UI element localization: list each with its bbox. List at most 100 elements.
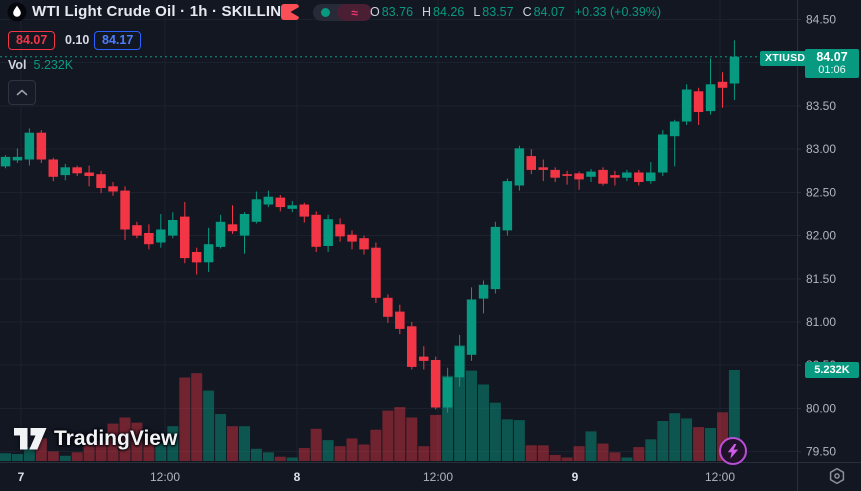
close-value: 84.07	[533, 5, 565, 19]
candle-body	[622, 172, 632, 178]
candle-body	[191, 252, 202, 263]
volume-bar	[693, 427, 705, 461]
candle-body	[538, 167, 548, 170]
volume-axis-badge: 5.232K	[805, 362, 859, 378]
time-axis[interactable]: 7 12:00 8 12:00 9 12:00	[18, 470, 736, 484]
volume-bar	[681, 418, 693, 461]
volume-bar	[59, 455, 71, 461]
volume-bar	[717, 412, 728, 461]
volume-bar	[83, 441, 95, 461]
volume-bar	[549, 454, 561, 461]
market-status-pill[interactable]: ≈	[313, 4, 372, 21]
lightning-bolt-icon	[727, 443, 739, 459]
candle-body	[84, 172, 94, 176]
volume-bar	[442, 375, 454, 461]
candle-body	[729, 56, 740, 84]
candle-body	[514, 148, 525, 186]
time-tick-label: 12:00	[423, 470, 453, 484]
volume-bar	[418, 446, 430, 461]
volume-bar	[167, 426, 179, 461]
volume-bar	[227, 426, 238, 461]
volume-bar	[250, 448, 262, 461]
volume-bar	[346, 438, 358, 461]
volume-layer	[0, 345, 740, 461]
volume-bar	[525, 445, 537, 461]
candle-body	[287, 205, 297, 209]
time-tick-label: 8	[294, 470, 301, 484]
last-price-value: 84.07	[816, 50, 848, 64]
volume-bar	[23, 447, 35, 461]
volume-bar	[513, 420, 525, 461]
candle-body	[610, 175, 620, 178]
time-tick-label: 12:00	[705, 470, 735, 484]
tradingview-attribution-link[interactable]: TradingView	[14, 427, 177, 451]
volume-bar	[119, 417, 131, 461]
volume-bar	[370, 429, 382, 461]
candle-body	[24, 132, 35, 160]
candle-body	[658, 134, 668, 173]
volume-bar	[274, 456, 286, 461]
volume-bar	[334, 446, 346, 461]
volume-bar	[143, 440, 155, 461]
candle-body	[407, 326, 417, 367]
volume-bar	[609, 452, 621, 461]
symbol-last-badge: XTIUSD	[760, 51, 811, 66]
volume-bar	[0, 453, 11, 461]
volume-bar	[489, 402, 501, 461]
volume-bar	[191, 373, 203, 461]
candle-body	[646, 172, 656, 182]
price-tick-label: 82.50	[806, 185, 836, 199]
buy-ask-button[interactable]: 84.17	[94, 31, 142, 50]
time-tick-label: 12:00	[150, 470, 180, 484]
low-value: 83.57	[482, 5, 514, 19]
candle-body	[490, 226, 501, 290]
grid-layer	[0, 0, 797, 462]
sell-bid-button[interactable]: 84.07	[8, 31, 56, 50]
candle-body	[442, 377, 453, 408]
time-tick-label: 9	[572, 470, 579, 484]
boost-button[interactable]	[719, 437, 747, 465]
candle-body	[239, 214, 250, 236]
candle-body	[120, 190, 130, 230]
collapse-legend-button[interactable]	[8, 80, 36, 105]
volume-bar	[478, 384, 489, 461]
volume-bar	[394, 407, 406, 461]
price-tick-label: 80.00	[806, 401, 836, 415]
candle-body	[681, 89, 692, 122]
candle-body	[454, 346, 465, 378]
candle-body	[263, 196, 274, 205]
price-tick-label: 83.50	[806, 99, 836, 113]
volume-bar	[286, 457, 298, 461]
candle-body	[0, 156, 11, 167]
volume-bar	[406, 417, 418, 461]
candle-body	[60, 167, 70, 176]
volume-label: Vol	[8, 58, 27, 72]
volume-bar	[131, 422, 143, 461]
axis-settings-gear-icon[interactable]	[827, 466, 847, 486]
candle-body	[323, 219, 333, 246]
candle-body	[299, 204, 309, 217]
change-value: +0.33 (+0.39%)	[574, 5, 662, 19]
candle-body	[550, 169, 560, 178]
volume-bar	[107, 423, 119, 461]
candle-body	[347, 234, 357, 242]
volume-bar	[179, 377, 191, 461]
price-tick-label: 79.50	[806, 445, 836, 459]
price-tick-label: 84.50	[806, 13, 836, 27]
candle-body	[669, 121, 680, 137]
volume-bar	[597, 443, 609, 461]
tradingview-wordmark: TradingView	[54, 427, 178, 450]
candle-body	[48, 159, 58, 177]
price-axis[interactable]: 84.5084.0083.5083.0082.5082.0081.5081.00…	[797, 13, 836, 459]
volume-bar	[298, 448, 310, 461]
candle-body	[359, 238, 369, 250]
candle-body	[705, 84, 716, 112]
market-open-dot-icon	[321, 8, 330, 17]
volume-bar	[382, 410, 394, 461]
candle-body	[717, 81, 728, 88]
volume-bar	[705, 428, 716, 461]
close-label: C	[522, 5, 532, 19]
open-label: O	[370, 5, 380, 19]
